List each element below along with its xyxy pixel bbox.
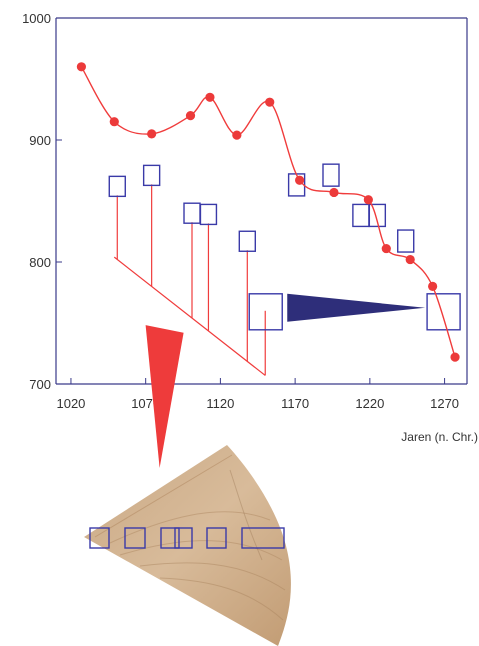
- wood-slice-image: [84, 445, 291, 646]
- big-box-left: [248, 293, 283, 331]
- plot-frame: [55, 17, 468, 385]
- series-layer: [76, 62, 460, 362]
- data-point: [381, 243, 391, 254]
- data-point: [329, 187, 339, 198]
- x-tick-label: 1170: [281, 396, 309, 411]
- y-tick-label: 1000: [22, 11, 51, 26]
- data-point: [232, 130, 242, 140]
- data-point: [147, 129, 157, 139]
- wood-box-6: [241, 527, 285, 549]
- big-box-right: [426, 293, 461, 331]
- x-tick-label: 1270: [430, 396, 459, 411]
- blue-wedge: [287, 293, 426, 322]
- sample-box-5: [238, 230, 257, 252]
- x-tick-label: 1120: [206, 396, 234, 411]
- matched-box-3: [352, 203, 370, 228]
- data-point: [450, 352, 460, 362]
- x-tick-label: 1220: [355, 396, 384, 411]
- wood-box-1: [89, 527, 110, 549]
- data-point: [109, 117, 119, 127]
- wood-box-5: [206, 527, 227, 549]
- data-point: [185, 111, 196, 121]
- wood-box-2: [124, 527, 146, 549]
- sample-box-4: [199, 203, 218, 226]
- y-tick-label: 700: [29, 377, 51, 392]
- data-point: [265, 97, 275, 107]
- y-tick-label: 900: [29, 133, 51, 148]
- wood-box-4: [174, 527, 193, 549]
- y-tick-label: 800: [29, 255, 51, 270]
- x-axis-label: Jaren (n. Chr.): [401, 430, 478, 444]
- wood-sample-boxes: [89, 527, 285, 549]
- red-wedge: [145, 325, 184, 468]
- series-line: [80, 66, 456, 358]
- matched-box-4: [368, 203, 387, 228]
- axes: 700 800 900 1000 1020 1070 1120 1170 1220 1270: [22, 11, 459, 411]
- matched-box-2: [322, 163, 340, 187]
- sample-box-3: [183, 202, 201, 224]
- data-point: [295, 175, 305, 185]
- data-point: [428, 281, 438, 291]
- bracket-baseline: [113, 256, 266, 376]
- data-point: [405, 254, 415, 265]
- sample-box-1: [108, 175, 126, 198]
- x-tick-label: 1070: [131, 396, 160, 411]
- sample-box-2: [142, 164, 161, 187]
- data-point: [76, 62, 87, 72]
- wood-box-3: [160, 527, 180, 549]
- annotations: [108, 163, 461, 468]
- matched-box-5: [397, 229, 415, 253]
- data-point: [205, 92, 215, 102]
- data-point: [363, 195, 373, 205]
- x-tick-label: 1020: [56, 396, 85, 411]
